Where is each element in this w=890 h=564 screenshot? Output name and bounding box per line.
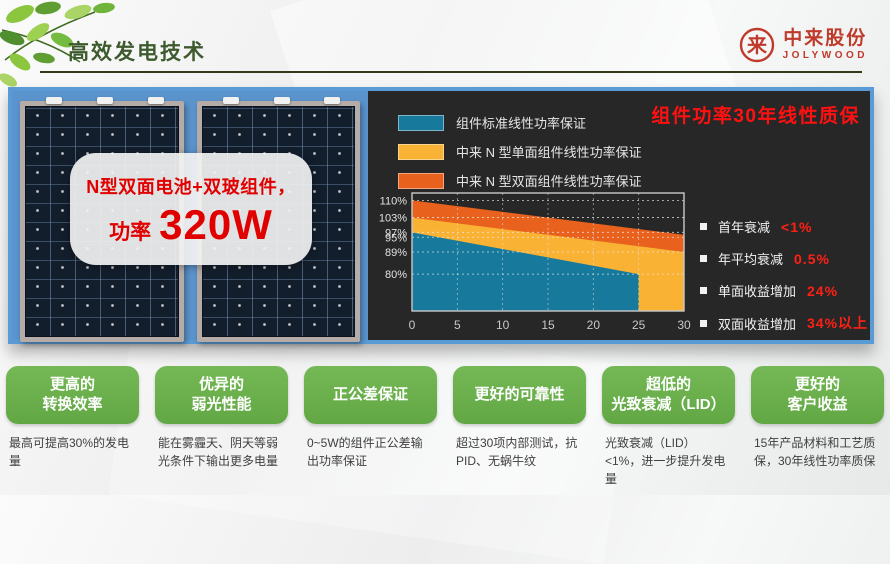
bullet-icon (700, 223, 707, 230)
feature-reliability: 更好的可靠性 超过30项内部测试，抗PID、无蜗牛纹 (453, 366, 586, 488)
legend-swatch-bifacial (398, 172, 444, 189)
features-row: 更高的 转换效率 最高可提高30%的发电量 优异的 弱光性能 能在雾霾天、阴天等… (6, 366, 884, 488)
svg-text:80%: 80% (385, 269, 407, 281)
legend-swatch-standard (398, 114, 444, 131)
feature-badge: 优异的 弱光性能 (155, 366, 288, 424)
feature-badge: 超低的 光致衰减（LID） (602, 366, 735, 424)
benefit-value: 0.5% (794, 250, 830, 267)
legend-item-bifacial: 中来 N 型双面组件线性功率保证 (398, 171, 642, 190)
benefit-label: 首年衰减 (718, 220, 771, 235)
feature-badge: 更高的 转换效率 (6, 366, 139, 424)
chart-title: 组件功率30年线性质保 (651, 106, 860, 127)
legend-label: 中来 N 型双面组件线性功率保证 (456, 174, 642, 189)
logo-mark-icon: 来 (739, 27, 774, 63)
feature-title-line2: 弱光性能 (191, 396, 252, 413)
benefit-item: 单面收益增加 24% (700, 281, 868, 300)
power-label: 功率 (109, 220, 152, 244)
feature-desc: 15年产品材料和工艺质保，30年线性功率质保 (754, 436, 876, 468)
leaves-decoration-icon (0, 1, 115, 87)
benefit-value: 24% (807, 282, 839, 299)
feature-low-lid: 超低的 光致衰减（LID） 光致衰减（LID）<1%，进一步提升发电量 (602, 366, 735, 488)
svg-text:97%: 97% (385, 227, 407, 239)
mounting-clip (324, 97, 341, 104)
chart-legend: 组件标准线性功率保证 中来 N 型单面组件线性功率保证 中来 N 型双面组件线性… (398, 113, 642, 190)
feature-desc: 最高可提高30%的发电量 (9, 436, 130, 468)
overlay-product-line: N型双面电池+双玻组件， (86, 176, 296, 197)
feature-title-line1: 更好的可靠性 (474, 385, 565, 403)
feature-title-line2: 光致衰减（LID） (611, 396, 726, 413)
feature-desc: 光致衰减（LID）<1%，进一步提升发电量 (605, 436, 726, 486)
feature-low-light: 优异的 弱光性能 能在雾霾天、阴天等弱光条件下输出更多电量 (155, 366, 288, 488)
feature-positive-tolerance: 正公差保证 0~5W的组件正公差输出功率保证 (304, 366, 437, 488)
feature-title-line1: 正公差保证 (332, 385, 408, 403)
bullet-icon (700, 255, 707, 262)
mounting-clip (97, 97, 114, 104)
benefit-item: 首年衰减 <1% (700, 217, 868, 236)
benefit-label: 双面收益增加 (718, 316, 797, 332)
svg-text:来: 来 (746, 33, 768, 57)
benefit-item: 双面收益增加 34%以上 (700, 313, 868, 333)
mounting-clip (222, 97, 239, 104)
feature-title-line1: 优异的 (198, 375, 244, 393)
power-overlay: N型双面电池+双玻组件， 功率 320W (70, 153, 312, 265)
svg-text:25: 25 (632, 318, 646, 332)
warranty-area-chart: 110% 103% 97%95% 89% 80% 0 5 10 15 20 25 30 (379, 192, 691, 332)
feature-customer-return: 更好的 客户收益 15年产品材料和工艺质保，30年线性功率质保 (751, 366, 884, 488)
svg-text:15: 15 (541, 318, 555, 332)
feature-title-line1: 更好的 (794, 375, 840, 393)
svg-text:95%: 95% (385, 232, 407, 244)
bullet-icon (700, 287, 707, 294)
feature-title-line2: 客户收益 (787, 396, 848, 413)
feature-badge: 正公差保证 (304, 366, 437, 424)
svg-text:103%: 103% (379, 213, 407, 225)
feature-title-line2: 转换效率 (42, 396, 103, 413)
legend-label: 中来 N 型单面组件线性功率保证 (456, 145, 642, 160)
svg-text:30: 30 (677, 318, 691, 332)
logo-brand-name: JOLYWOOD (782, 50, 868, 61)
feature-desc: 0~5W的组件正公差输出功率保证 (307, 436, 423, 468)
feature-badge: 更好的可靠性 (453, 366, 586, 424)
feature-badge: 更好的 客户收益 (751, 366, 884, 424)
feature-desc: 能在雾霾天、阴天等弱光条件下输出更多电量 (158, 436, 279, 468)
feature-conversion-efficiency: 更高的 转换效率 最高可提高30%的发电量 (6, 366, 139, 488)
bullet-icon (700, 319, 707, 327)
svg-text:89%: 89% (385, 247, 407, 259)
feature-title-line1: 超低的 (645, 375, 691, 393)
svg-text:20: 20 (587, 318, 601, 332)
warranty-chart-panel: 组件标准线性功率保证 中来 N 型单面组件线性功率保证 中来 N 型双面组件线性… (368, 91, 870, 340)
feature-desc: 超过30项内部测试，抗PID、无蜗牛纹 (456, 436, 578, 468)
mounting-clip (273, 97, 290, 104)
page-title: 高效发电技术 (68, 41, 206, 64)
benefit-value: 34%以上 (807, 315, 869, 331)
benefit-list: 首年衰减 <1% 年平均衰减 0.5% 单面收益增加 24% 双面收益增加 34… (700, 217, 868, 333)
benefit-value: <1% (781, 218, 813, 235)
company-logo: 来 中来股份 JOLYWOOD (738, 26, 868, 64)
svg-text:0: 0 (409, 318, 416, 332)
svg-text:5: 5 (454, 318, 461, 332)
benefit-item: 年平均衰减 0.5% (700, 249, 868, 268)
product-showcase-band: N型双面电池+双玻组件， 功率 320W 组件标准线性功率保证 中来 N 型单面… (8, 87, 874, 344)
benefit-label: 年平均衰减 (718, 252, 784, 267)
feature-title-line1: 更高的 (49, 375, 95, 393)
svg-text:110%: 110% (380, 195, 408, 207)
mounting-clip (46, 97, 63, 104)
logo-company-name: 中来股份 (783, 28, 868, 49)
legend-item-standard: 组件标准线性功率保证 (398, 113, 642, 132)
legend-item-monofacial: 中来 N 型单面组件线性功率保证 (398, 142, 642, 161)
benefit-label: 单面收益增加 (718, 284, 797, 299)
power-value: 320W (159, 200, 273, 248)
legend-label: 组件标准线性功率保证 (456, 116, 587, 131)
mounting-clip (147, 97, 164, 104)
title-underline (40, 71, 862, 73)
overlay-power-line: 功率 320W (109, 200, 273, 248)
legend-swatch-monofacial (398, 143, 444, 160)
svg-text:10: 10 (496, 318, 510, 332)
